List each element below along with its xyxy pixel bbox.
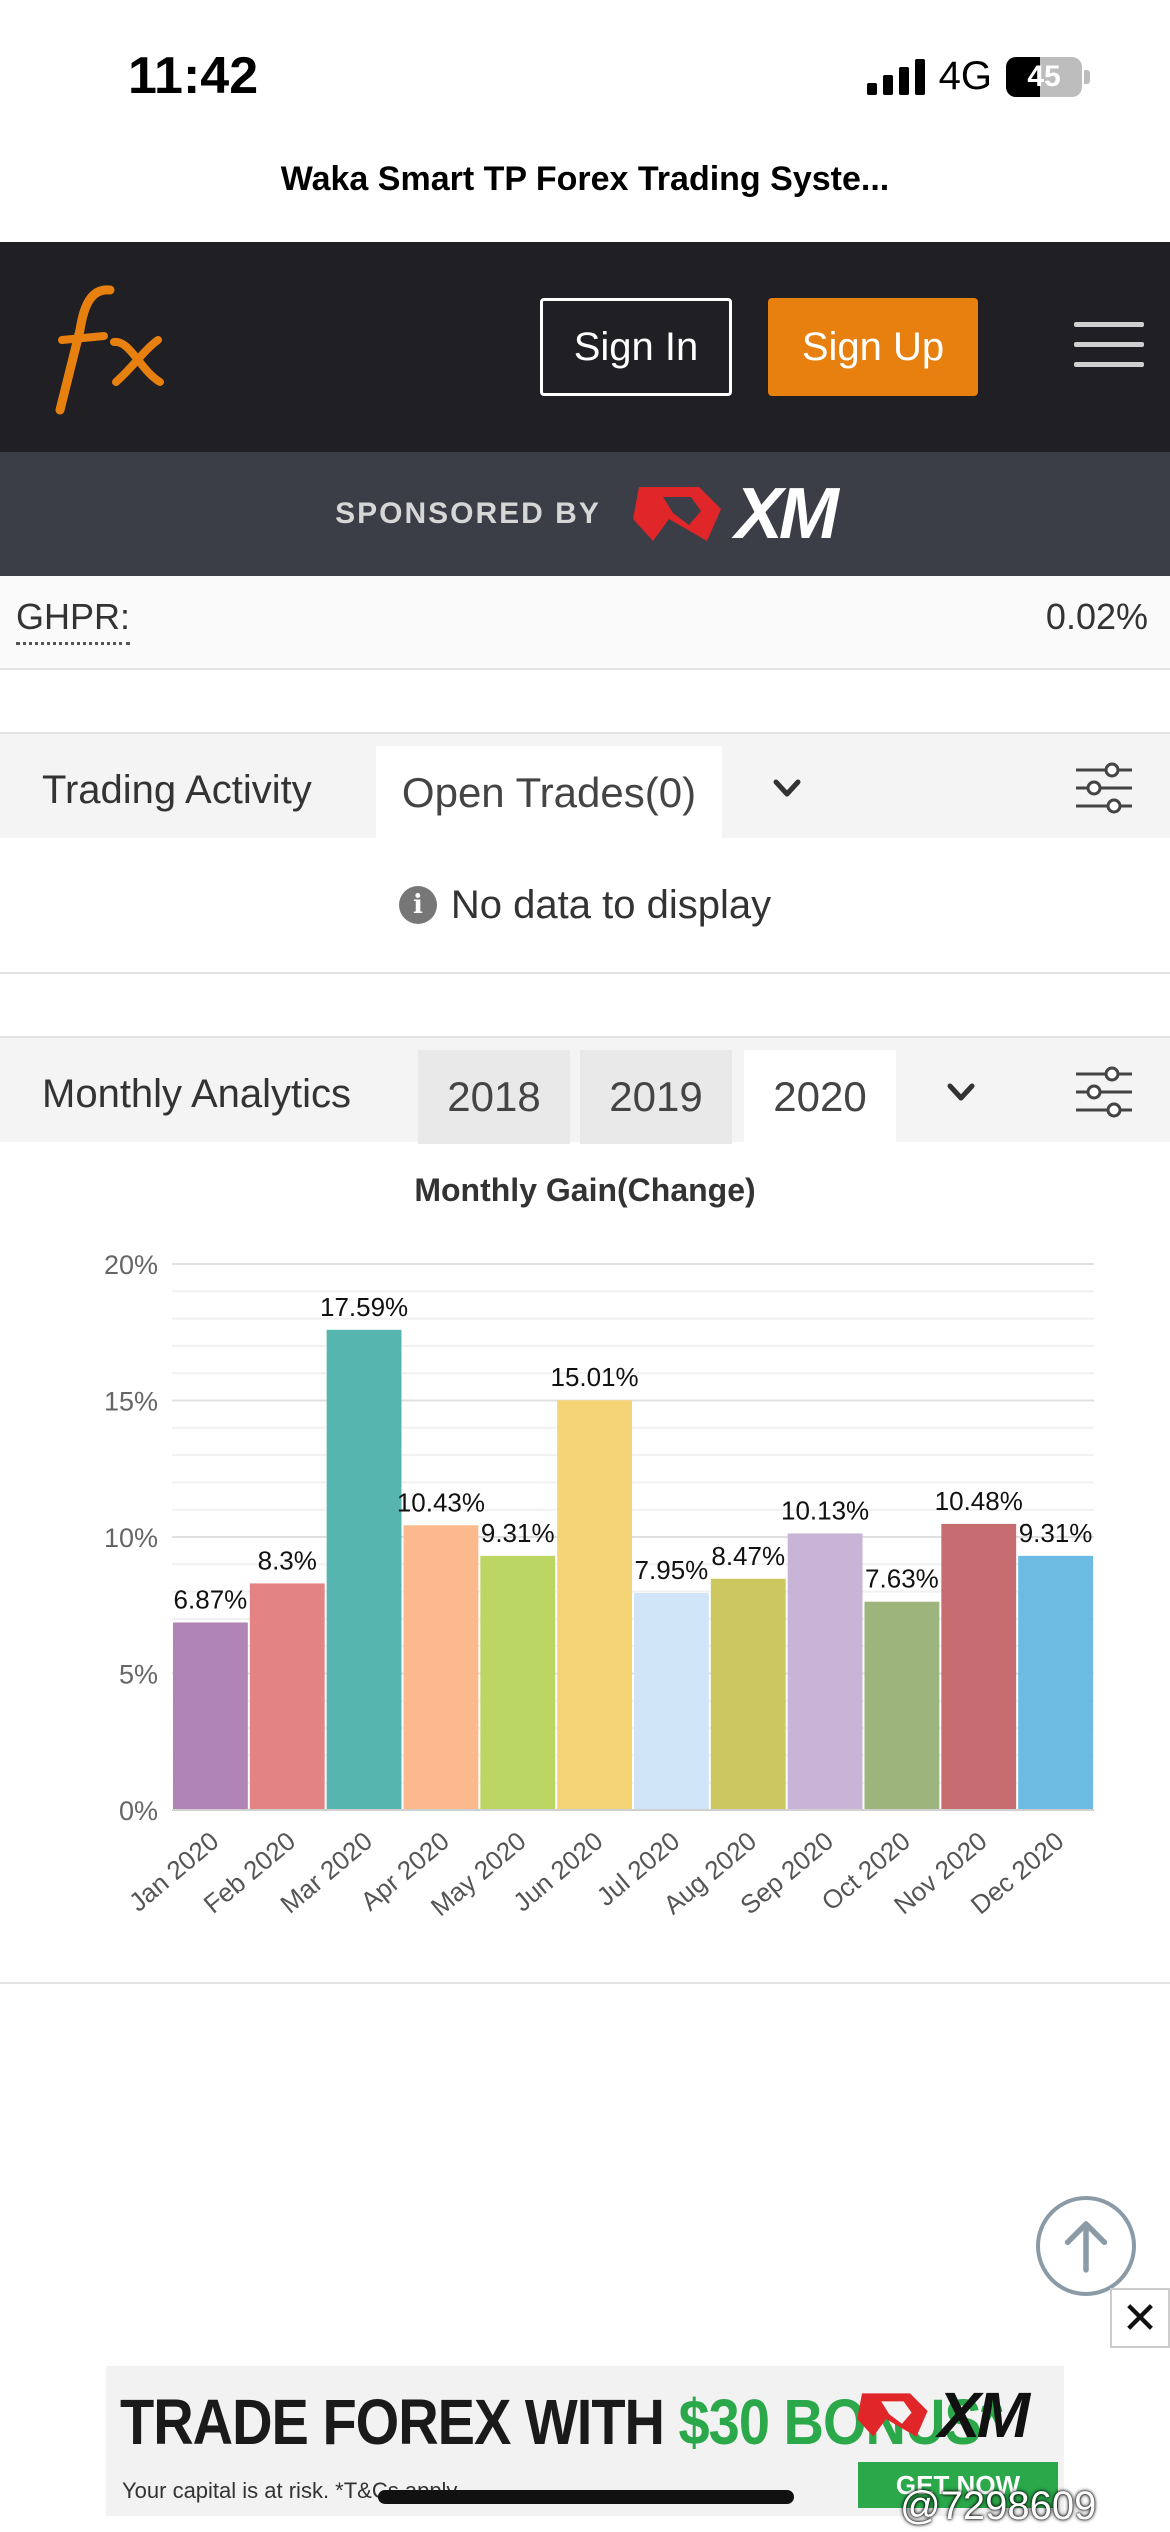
empty-state-text: No data to display [450,882,772,927]
ghpr-value: 0.02% [1045,596,1148,637]
y-tick-label: 20% [104,1250,158,1280]
xm-logo: XM [629,473,839,555]
battery-fill [1006,56,1041,97]
bar-feb-2020[interactable] [249,1583,325,1810]
bar-data-label: 17.59% [320,1292,408,1322]
tab-2020[interactable]: 2020 [744,1050,896,1144]
status-bar: 11:42 4G 45 [0,0,1170,150]
filter-settings-icon[interactable] [1072,756,1136,820]
battery-level: 45 [1027,59,1061,93]
trading-activity-title: Trading Activity [42,768,312,812]
tab-2019[interactable]: 2019 [580,1050,732,1144]
battery-icon: 45 [1006,56,1082,97]
xm-emblem-icon [632,487,721,541]
bar-data-label: 6.87% [174,1584,248,1614]
sponsor-bar[interactable]: SPONSORED BY XM [0,452,1170,576]
site-header: Sign In Sign Up [0,242,1170,452]
bar-data-label: 9.31% [481,1518,555,1548]
cellular-signal-icon [866,58,925,95]
y-tick-label: 0% [119,1796,158,1826]
hamburger-menu-icon[interactable] [1074,322,1144,372]
section-divider [0,1982,1170,1984]
browser-page-title: Waka Smart TP Forex Trading Syste... [280,160,890,198]
bar-jun-2020[interactable] [557,1400,632,1810]
trading-empty-state: i No data to display [0,838,1170,974]
ad-headline: TRADE FOREX WITH $30 BONUS* [120,2384,1003,2459]
sign-in-button[interactable]: Sign In [540,298,732,396]
monthly-gain-chart: Monthly Gain(Change) 0% 5% 10% 15% 20% 6.87% J… [0,1144,1170,1984]
bar-data-label: 10.43% [397,1487,485,1517]
bar-data-label: 10.13% [781,1495,869,1525]
monthly-analytics-header: Monthly Analytics 2018 2019 2020 [0,1036,1170,1144]
bar-data-label: 8.3% [258,1545,317,1575]
ad-xm-text: XM [938,2379,1030,2451]
info-icon: i [398,886,437,924]
bar-mar-2020[interactable] [326,1329,402,1810]
ad-xm-logo: XM [854,2378,1030,2452]
sponsor-label: SPONSORED BY [335,497,601,530]
bar-data-label: 9.31% [1019,1518,1093,1548]
ghpr-row: GHPR: 0.02% [0,576,1170,670]
bar-data-label: 7.63% [865,1564,939,1594]
trading-activity-header: Trading Activity Open Trades(0) [0,732,1170,840]
ad-headline-prefix: TRADE FOREX WITH [120,2385,679,2458]
bar-nov-2020[interactable] [941,1523,1017,1810]
bar-dec-2020[interactable] [1018,1555,1093,1810]
bar-data-label: 7.95% [635,1555,709,1585]
xm-emblem-icon [857,2393,928,2437]
bar-data-label: 10.48% [935,1486,1023,1516]
y-tick-label: 15% [104,1387,158,1417]
sign-up-button[interactable]: Sign Up [768,298,978,396]
xm-logo-text: XM [734,474,839,554]
y-tick-label: 5% [119,1660,158,1690]
y-tick-label: 10% [104,1523,158,1553]
bar-jul-2020[interactable] [634,1592,709,1810]
battery-tip [1084,69,1090,84]
watermark: @7298609 [900,2484,1097,2528]
ghpr-label[interactable]: GHPR: [16,596,131,645]
status-time: 11:42 [128,47,259,105]
tab-2018[interactable]: 2018 [418,1050,570,1144]
monthly-analytics-title: Monthly Analytics [42,1072,352,1116]
status-indicators: 4G 45 [866,54,1090,99]
bar-may-2020[interactable] [480,1555,556,1810]
bar-data-label: 8.47% [711,1541,785,1571]
bar-aug-2020[interactable] [710,1578,786,1810]
close-ad-icon[interactable]: ✕ [1110,2288,1170,2348]
tab-open-trades[interactable]: Open Trades(0) [376,746,722,840]
chevron-down-icon[interactable] [936,1068,986,1118]
scroll-to-top-icon[interactable] [1036,2196,1136,2296]
chevron-down-icon[interactable] [762,764,812,814]
chart-title: Monthly Gain(Change) [414,1172,756,1208]
bar-data-label: 15.01% [550,1362,638,1392]
filter-settings-icon[interactable] [1072,1060,1136,1124]
fx-logo-icon[interactable] [40,270,190,420]
network-type: 4G [938,54,992,98]
bar-sep-2020[interactable] [787,1533,863,1810]
ad-cta-button[interactable]: GET NOW [858,2462,1058,2508]
home-indicator [378,2490,794,2504]
ad-headline-bonus: $30 BONUS* [678,2385,1003,2458]
bar-apr-2020[interactable] [403,1525,479,1810]
bar-oct-2020[interactable] [864,1601,940,1810]
bar-jan-2020[interactable] [173,1622,248,1810]
